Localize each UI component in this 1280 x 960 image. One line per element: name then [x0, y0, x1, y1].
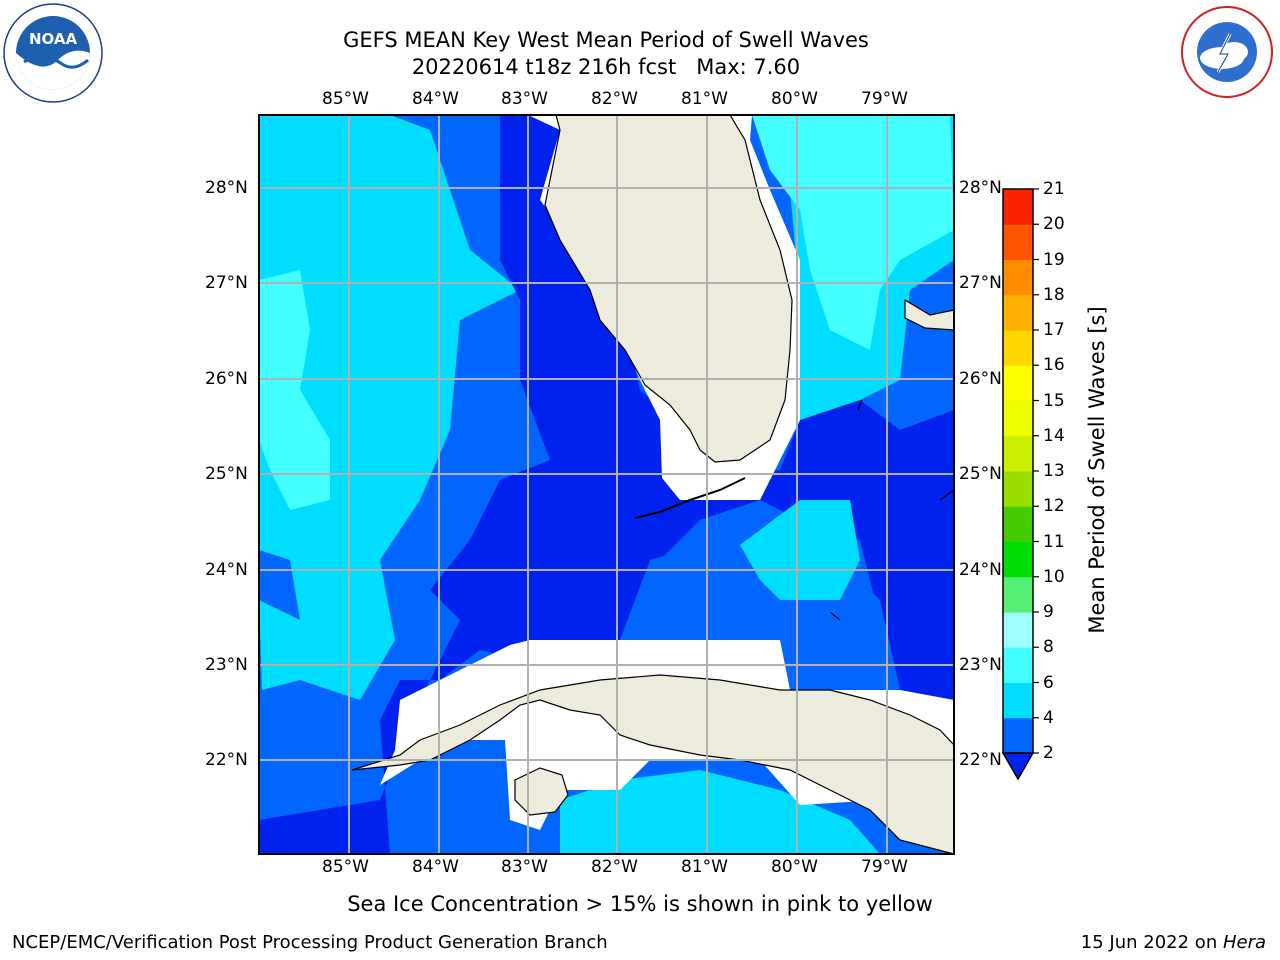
ocean-fill-4-6 — [259, 115, 520, 700]
ocean-fill-under-2 — [259, 115, 954, 854]
lat-label: 27°N — [205, 273, 248, 293]
land-florida-keys — [634, 477, 746, 519]
lat-label: 27°N — [959, 273, 1002, 293]
lon-label: 83°W — [501, 857, 548, 877]
sea-ice-note: Sea Ice Concentration > 15% is shown in … — [347, 892, 933, 916]
colorbar-segment — [1003, 541, 1033, 578]
lon-label: 81°W — [681, 857, 728, 877]
nws-logo — [1176, 4, 1278, 100]
land-cuba — [351, 674, 954, 854]
colorbar-tick-label: 16 — [1043, 355, 1065, 376]
colorbar-segment — [1003, 612, 1033, 648]
noaa-logo-text: NOAA — [29, 30, 78, 48]
land-florida — [544, 115, 793, 463]
lon-label: 85°W — [322, 89, 369, 109]
colorbar-segment — [1003, 224, 1033, 260]
colorbar-segment — [1003, 330, 1033, 366]
lat-label: 25°N — [205, 464, 248, 484]
colorbar-tick-label: 6 — [1043, 672, 1054, 693]
colorbar-tick-label: 21 — [1043, 179, 1065, 199]
map-area — [259, 115, 954, 854]
lat-label: 25°N — [959, 464, 1002, 484]
colorbar-tick-label: 4 — [1043, 707, 1054, 728]
footer-credit: NCEP/EMC/Verification Post Processing Pr… — [12, 932, 608, 953]
colorbar-under-triangle — [1001, 752, 1035, 781]
colorbar-tick-label: 17 — [1043, 320, 1065, 340]
colorbar-tick-label: 18 — [1043, 284, 1065, 305]
colorbar — [1001, 188, 1039, 781]
lat-label: 28°N — [959, 178, 1002, 198]
lat-label: 24°N — [205, 560, 248, 580]
colorbar-tick-label: 15 — [1043, 390, 1065, 411]
map-frame — [258, 114, 955, 855]
colorbar-tick-label: 20 — [1043, 214, 1065, 235]
lat-label: 22°N — [959, 750, 1002, 770]
lat-label: 26°N — [205, 369, 248, 389]
colorbar-label: Mean Period of Swell Waves [s] — [1085, 306, 1109, 634]
colorbar-segment — [1003, 259, 1033, 296]
colorbar-tick-label: 19 — [1043, 249, 1065, 270]
lon-label: 85°W — [322, 857, 369, 877]
chart-subtitle: 20220614 t18z 216h fcst Max: 7.60 — [411, 55, 801, 79]
colorbar-segment — [1003, 189, 1033, 225]
colorbar-segment — [1003, 576, 1033, 613]
lon-label: 84°W — [412, 89, 459, 109]
lon-label: 80°W — [771, 89, 818, 109]
colorbar-segment — [1003, 294, 1033, 331]
lat-label: 26°N — [959, 369, 1002, 389]
lon-label: 79°W — [861, 89, 908, 109]
lon-label: 84°W — [412, 857, 459, 877]
colorbar-segment — [1003, 435, 1033, 472]
colorbar-tick-label: 10 — [1043, 566, 1065, 587]
colorbar-tick-label: 11 — [1043, 531, 1065, 552]
footer-date-text: 15 Jun 2022 on — [1080, 932, 1223, 953]
noaa-logo: NOAA — [2, 2, 104, 104]
lon-label: 83°W — [501, 89, 548, 109]
colorbar-tick-label: 14 — [1043, 425, 1065, 446]
colorbar-segment — [1003, 717, 1033, 754]
footer-date: 15 Jun 2022 on Hera — [1081, 932, 1266, 954]
lat-label: 23°N — [205, 655, 248, 675]
colorbar-segment — [1003, 506, 1033, 542]
colorbar-segment — [1003, 400, 1033, 437]
chart-title: GEFS MEAN Key West Mean Period of Swell … — [343, 28, 869, 52]
ocean-fill-4-6-straits — [740, 500, 860, 600]
colorbar-tick-label: 12 — [1043, 496, 1065, 517]
colorbar-tick-label: 13 — [1043, 461, 1065, 481]
lon-label: 82°W — [591, 857, 638, 877]
colorbar-segment — [1003, 647, 1033, 683]
ocean-fill-6-8-west — [259, 270, 330, 510]
lon-label: 81°W — [681, 89, 728, 109]
lat-label: 28°N — [205, 178, 248, 198]
ocean-fill-caribbean — [560, 770, 880, 854]
land-bahamas-2 — [829, 399, 954, 621]
colorbar-segment — [1003, 365, 1033, 401]
lon-label: 82°W — [591, 89, 638, 109]
colorbar-tick-label: 8 — [1043, 637, 1054, 658]
lon-label: 80°W — [771, 857, 818, 877]
lon-label: 79°W — [861, 857, 908, 877]
lat-label: 24°N — [959, 560, 1002, 580]
colorbar-tick-label: 2 — [1043, 743, 1054, 763]
colorbar-segment — [1003, 471, 1033, 507]
colorbar-tick-label: 9 — [1043, 602, 1054, 622]
map-gridlines — [259, 115, 954, 854]
lat-label: 22°N — [205, 750, 248, 770]
land-bahamas — [904, 298, 954, 331]
ocean-fill-6-8-east — [752, 115, 954, 350]
footer-host: Hera — [1222, 932, 1266, 953]
colorbar-segment — [1003, 682, 1033, 719]
lat-label: 23°N — [959, 655, 1002, 675]
